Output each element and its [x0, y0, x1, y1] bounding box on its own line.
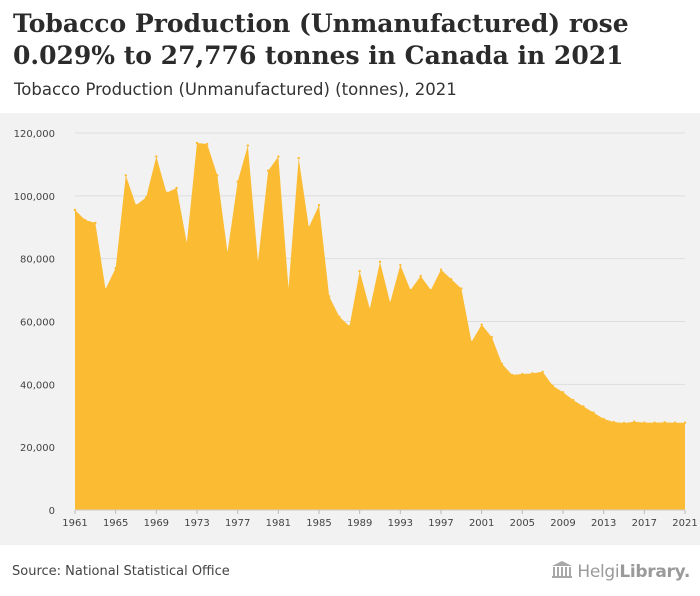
x-tick-label: 1985 — [306, 518, 331, 529]
data-point — [602, 417, 605, 421]
y-tick-label: 20,000 — [20, 443, 55, 454]
y-tick-label: 120,000 — [14, 129, 55, 140]
data-point — [399, 263, 402, 267]
x-tick-label: 1965 — [103, 518, 128, 529]
data-point — [582, 405, 585, 408]
data-point — [449, 277, 453, 281]
data-point — [429, 288, 433, 292]
data-point — [541, 370, 544, 373]
x-tick-label: 1977 — [225, 518, 250, 529]
data-point — [83, 218, 87, 222]
data-point — [338, 315, 341, 318]
data-point — [622, 421, 626, 425]
data-point — [460, 287, 463, 290]
data-point — [94, 221, 97, 225]
x-tick-label: 2013 — [591, 518, 616, 529]
data-point — [480, 323, 483, 326]
data-point — [592, 411, 595, 414]
data-point — [134, 204, 138, 207]
x-tick-label: 1961 — [62, 518, 87, 529]
data-point — [673, 421, 677, 424]
data-point — [256, 260, 260, 264]
data-point — [632, 420, 636, 423]
data-point — [226, 251, 229, 254]
data-point — [185, 241, 189, 245]
data-point — [490, 336, 494, 339]
data-point — [561, 390, 565, 394]
data-point — [500, 362, 504, 366]
y-tick-label: 100,000 — [14, 192, 55, 203]
logo-text-bold: Library. — [619, 562, 690, 582]
data-point — [266, 169, 270, 172]
data-point — [612, 420, 616, 424]
chart-subtitle: Tobacco Production (Unmanufactured) (ton… — [14, 80, 457, 99]
data-point — [653, 421, 656, 424]
data-point — [155, 155, 158, 158]
data-point — [236, 180, 239, 183]
x-tick-label: 2017 — [632, 518, 657, 529]
x-tick-label: 2001 — [469, 518, 494, 529]
building-icon — [551, 561, 573, 583]
data-point — [205, 142, 209, 146]
data-point — [358, 270, 361, 273]
y-tick-label: 60,000 — [20, 318, 55, 329]
data-point — [521, 372, 524, 376]
data-point — [297, 156, 300, 160]
data-point — [216, 174, 219, 177]
area-series — [75, 143, 685, 510]
data-point — [307, 226, 311, 229]
x-tick-label: 1969 — [144, 518, 169, 529]
x-tick-label: 1981 — [266, 518, 291, 529]
x-tick-label: 1989 — [347, 518, 372, 529]
data-point — [175, 186, 178, 190]
data-point — [388, 301, 392, 304]
y-tick-label: 40,000 — [20, 380, 55, 391]
data-point — [287, 287, 290, 290]
data-point — [195, 141, 199, 145]
y-tick-label: 0 — [49, 506, 55, 517]
data-point — [246, 144, 250, 147]
x-tick-label: 2021 — [672, 518, 697, 529]
data-point — [368, 307, 372, 311]
footer: Source: National Statistical Office Helg… — [0, 545, 700, 596]
data-point — [510, 373, 514, 377]
data-point — [144, 196, 148, 199]
data-point — [439, 268, 443, 271]
x-tick-label: 1973 — [184, 518, 209, 529]
data-point — [643, 421, 646, 424]
helgi-library-logo[interactable]: HelgiLibrary. — [551, 561, 690, 583]
data-point — [348, 325, 351, 328]
chart-title: Tobacco Production (Unmanufactured) rose… — [13, 9, 629, 70]
data-point — [104, 287, 107, 291]
data-point — [419, 274, 422, 278]
data-point — [327, 295, 331, 298]
area-chart: 0 20,000 40,000 60,000 80,000 100,000 120,000 1… — [14, 129, 698, 529]
data-point — [409, 288, 412, 292]
data-point — [124, 174, 128, 177]
chart-panel: 0 20,000 40,000 60,000 80,000 100,000 120,000 1… — [0, 113, 700, 545]
data-point — [277, 155, 280, 158]
y-tick-label: 80,000 — [20, 255, 55, 266]
data-point — [571, 398, 575, 402]
data-point — [114, 266, 117, 270]
data-point — [470, 340, 473, 344]
data-point — [683, 421, 687, 424]
data-point — [317, 204, 321, 207]
data-point — [551, 384, 555, 388]
source-note: Source: National Statistical Office — [12, 564, 230, 579]
data-point — [73, 208, 77, 212]
x-tick-label: 2005 — [510, 518, 535, 529]
x-tick-label: 1993 — [388, 518, 413, 529]
x-tick-label: 1997 — [428, 518, 453, 529]
data-point — [531, 372, 534, 375]
logo-text: HelgiLibrary. — [577, 562, 690, 582]
data-point — [378, 260, 382, 264]
logo-text-regular: Helgi — [577, 562, 620, 582]
data-point — [165, 191, 168, 194]
x-tick-label: 2009 — [550, 518, 575, 529]
data-point — [663, 421, 666, 424]
